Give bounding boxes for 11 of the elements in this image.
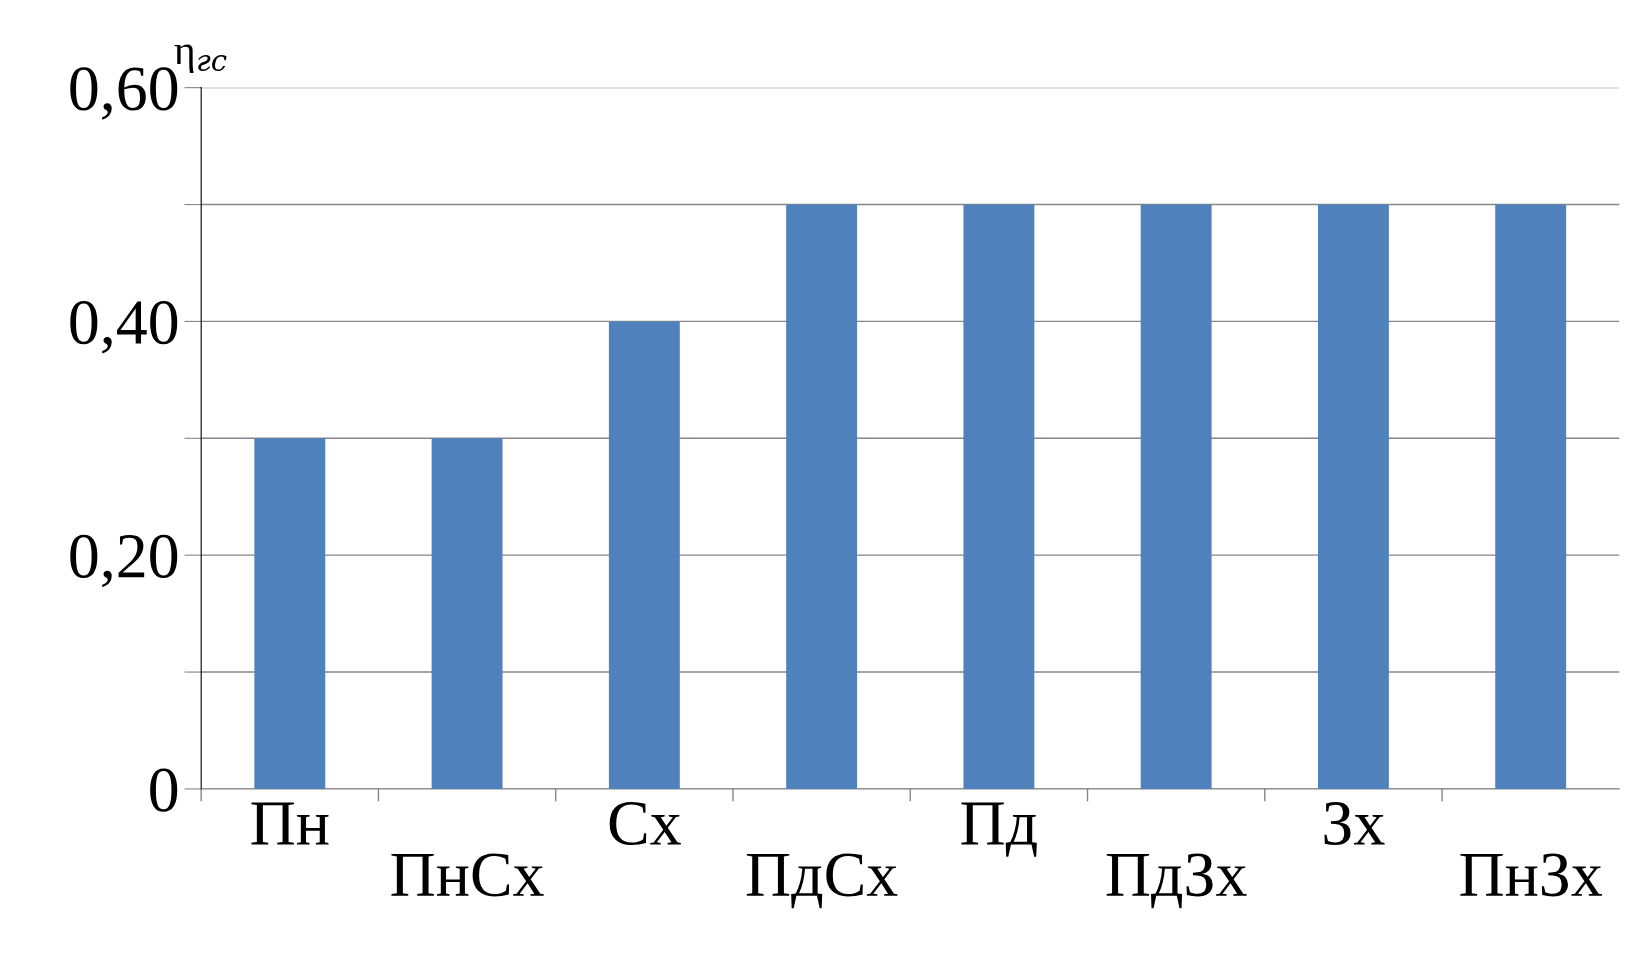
x-tick-label: Пд bbox=[961, 802, 1037, 857]
y-tick-label: 0,20 bbox=[70, 534, 178, 588]
x-tick-label: ПдЗх bbox=[1106, 853, 1247, 909]
x-tick-label: Пн bbox=[251, 802, 329, 845]
y-tick-label: 0,40 bbox=[70, 301, 178, 354]
x-tick-label: ПнСх bbox=[391, 853, 544, 897]
x-tick-label: ПнЗх bbox=[1460, 853, 1603, 897]
x-tick-label: Зх bbox=[1324, 802, 1385, 846]
x-tick-label: ПдСх bbox=[746, 853, 898, 909]
x-tick-label: Сх bbox=[609, 802, 681, 846]
y-tick-label: 0 bbox=[150, 768, 178, 812]
